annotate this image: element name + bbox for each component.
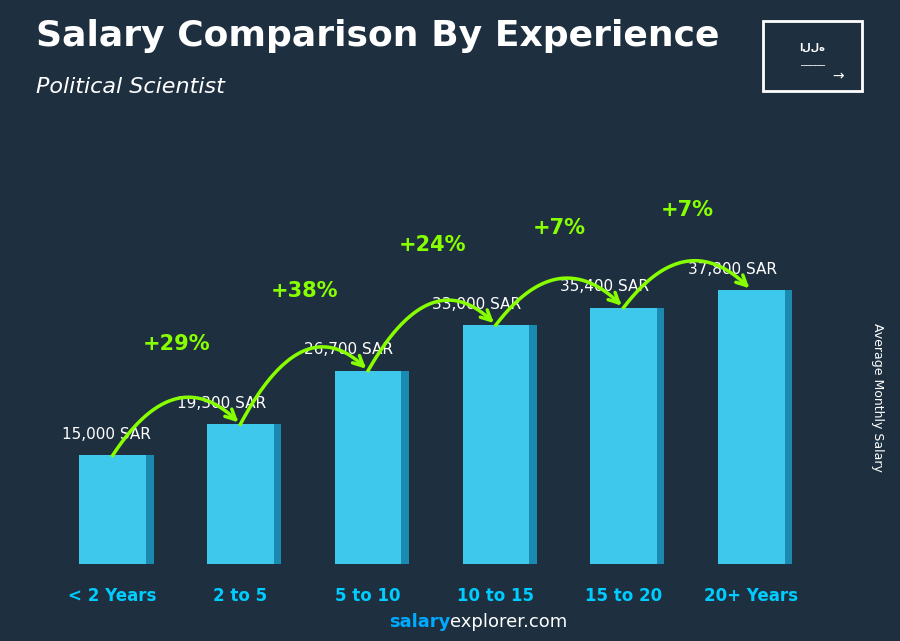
Text: +24%: +24% — [399, 235, 466, 255]
Bar — [463, 325, 529, 564]
Text: 20+ Years: 20+ Years — [705, 587, 798, 605]
Text: 15,000 SAR: 15,000 SAR — [62, 427, 150, 442]
Text: Political Scientist: Political Scientist — [36, 77, 225, 97]
Bar — [529, 325, 536, 564]
Text: 15 to 20: 15 to 20 — [585, 587, 662, 605]
Text: salary: salary — [389, 613, 450, 631]
Text: Average Monthly Salary: Average Monthly Salary — [871, 323, 884, 472]
Text: ─────: ───── — [800, 60, 824, 69]
Text: +7%: +7% — [661, 200, 714, 220]
Text: الله: الله — [799, 42, 825, 53]
Bar — [274, 424, 282, 564]
Text: +7%: +7% — [533, 217, 586, 238]
Bar — [335, 370, 401, 564]
Bar — [401, 370, 409, 564]
Text: 10 to 15: 10 to 15 — [457, 587, 535, 605]
Bar — [590, 308, 657, 564]
Bar — [657, 308, 664, 564]
Bar — [207, 424, 274, 564]
Text: 5 to 10: 5 to 10 — [336, 587, 400, 605]
Text: explorer.com: explorer.com — [450, 613, 567, 631]
Text: +38%: +38% — [271, 281, 338, 301]
Bar — [785, 290, 792, 564]
Text: 37,800 SAR: 37,800 SAR — [688, 262, 777, 277]
Text: 26,700 SAR: 26,700 SAR — [304, 342, 393, 357]
Text: < 2 Years: < 2 Years — [68, 587, 157, 605]
Text: →: → — [832, 70, 844, 84]
Text: +29%: +29% — [143, 334, 211, 354]
Text: 35,400 SAR: 35,400 SAR — [560, 279, 649, 294]
Bar — [146, 455, 154, 564]
Bar — [79, 455, 146, 564]
Text: 19,300 SAR: 19,300 SAR — [176, 396, 266, 411]
Text: Salary Comparison By Experience: Salary Comparison By Experience — [36, 19, 719, 53]
Text: 2 to 5: 2 to 5 — [213, 587, 267, 605]
Bar — [718, 290, 785, 564]
Text: 33,000 SAR: 33,000 SAR — [432, 297, 521, 312]
